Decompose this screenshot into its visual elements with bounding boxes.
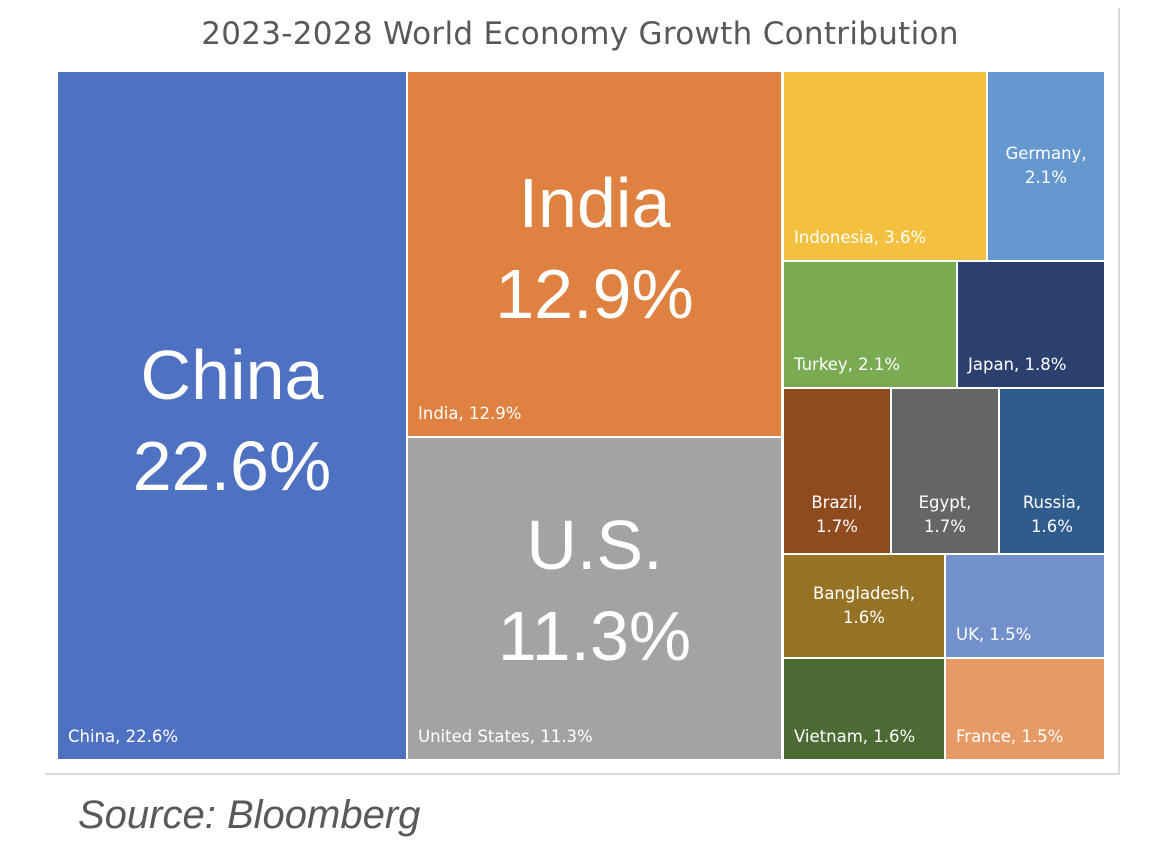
tile-label: China, 22.6% (68, 727, 179, 747)
chart-title: 2023-2028 World Economy Growth Contribut… (201, 16, 959, 52)
tile-indonesia: Indonesia, 3.6% (784, 72, 986, 260)
tile-label: France, 1.5% (956, 727, 1064, 747)
frame-bottom-line (45, 773, 1120, 775)
tile-label: India, 12.9% (418, 404, 522, 424)
tile-big-label: China 22.6% (132, 336, 332, 505)
frame-right-line (1118, 8, 1120, 775)
tile-big-label: India 12.9% (495, 164, 694, 333)
tile-label: Japan, 1.8% (968, 355, 1067, 375)
tile-u-s: United States, 11.3% U.S. 11.3% (408, 438, 781, 759)
tile-label: UK, 1.5% (956, 625, 1032, 645)
tile-brazil: Brazil, 1.7% (784, 389, 890, 553)
tile-turkey: Turkey, 2.1% (784, 262, 956, 387)
tile-label: Indonesia, 3.6% (794, 228, 927, 248)
tile-label: Germany, 2.1% (1005, 144, 1087, 187)
tile-germany: Germany, 2.1% (988, 72, 1104, 260)
tile-russia: Russia, 1.6% (1000, 389, 1104, 553)
tile-label: Vietnam, 1.6% (794, 727, 916, 747)
tile-japan: Japan, 1.8% (958, 262, 1104, 387)
tile-bangladesh: Bangladesh, 1.6% (784, 555, 944, 657)
tile-uk: UK, 1.5% (946, 555, 1104, 657)
tile-label: Egypt, 1.7% (918, 493, 972, 537)
tile-big-label: U.S. 11.3% (497, 506, 692, 675)
tile-france: France, 1.5% (946, 659, 1104, 759)
tile-label: Russia, 1.6% (1022, 493, 1082, 537)
tile-china: China, 22.6% China 22.6% (58, 72, 406, 759)
tile-label: Brazil, 1.7% (811, 493, 863, 537)
tile-label: Bangladesh, 1.6% (813, 584, 915, 627)
tile-label: Turkey, 2.1% (794, 355, 901, 375)
tile-label: United States, 11.3% (418, 727, 593, 747)
tile-egypt: Egypt, 1.7% (892, 389, 998, 553)
tile-india: India, 12.9% India 12.9% (408, 72, 781, 436)
tile-vietnam: Vietnam, 1.6% (784, 659, 944, 759)
source-note: Source: Bloomberg (78, 793, 421, 837)
